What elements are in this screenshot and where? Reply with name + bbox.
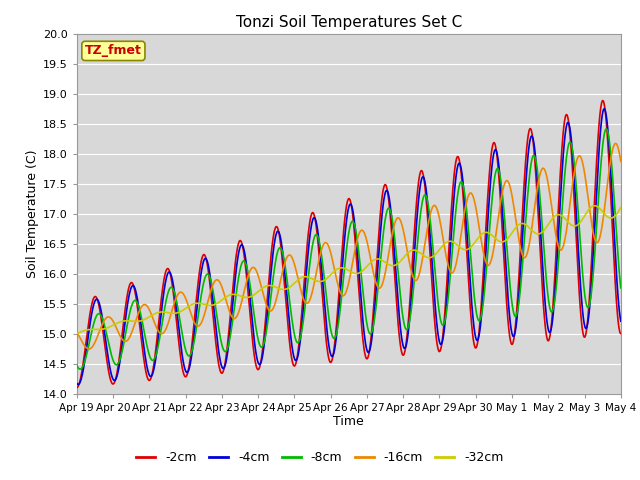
Text: TZ_fmet: TZ_fmet — [85, 44, 142, 58]
Legend: -2cm, -4cm, -8cm, -16cm, -32cm: -2cm, -4cm, -8cm, -16cm, -32cm — [131, 446, 509, 469]
X-axis label: Time: Time — [333, 415, 364, 429]
Title: Tonzi Soil Temperatures Set C: Tonzi Soil Temperatures Set C — [236, 15, 462, 30]
Y-axis label: Soil Temperature (C): Soil Temperature (C) — [26, 149, 39, 278]
